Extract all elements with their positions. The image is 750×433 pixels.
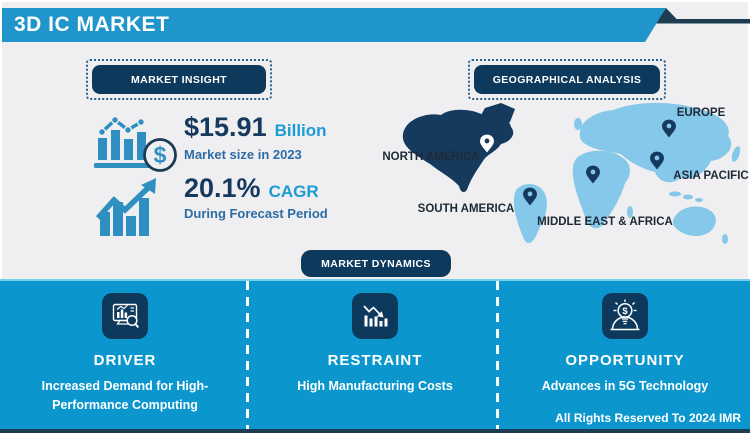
market-size-caption: Market size in 2023 xyxy=(184,147,302,162)
market-size-value: $15.91 xyxy=(184,112,267,142)
market-dynamics-button[interactable]: MARKET DYNAMICS xyxy=(301,250,451,277)
opportunity-badge: $ xyxy=(602,293,648,339)
band-divider xyxy=(246,281,249,429)
ribbon-line xyxy=(650,19,750,24)
header-banner xyxy=(2,8,750,42)
bottom-strip xyxy=(0,429,750,433)
pin-south-america-icon[interactable] xyxy=(523,187,537,206)
island-madagascar xyxy=(627,206,633,218)
continent-australia xyxy=(672,206,716,237)
growth-arrow-icon xyxy=(95,178,156,236)
monitor-analytics-icon xyxy=(112,303,140,329)
continent-eurasia xyxy=(579,102,732,183)
ribbon-banner xyxy=(2,8,666,42)
restraint-title: RESTRAINT xyxy=(327,352,423,369)
bulb-dollar-icon: $ xyxy=(610,299,640,331)
world-map xyxy=(402,102,741,244)
driver-badge xyxy=(102,293,148,339)
declining-bars-icon xyxy=(363,305,388,327)
dollar-glyph: $ xyxy=(622,306,628,317)
restraint-column: RESTRAINT High Manufacturing Costs xyxy=(250,281,500,429)
continent-south-america xyxy=(513,184,547,244)
cagr-caption: During Forecast Period xyxy=(184,206,328,221)
region-label-middle-east-africa: MIDDLE EAST & AFRICA xyxy=(537,216,673,228)
market-size-line: $15.91 Billion xyxy=(184,112,327,143)
region-label-europe: EUROPE xyxy=(676,107,726,119)
copyright-text: All Rights Reserved To 2024 IMR xyxy=(555,411,741,425)
restraint-badge xyxy=(352,293,398,339)
opportunity-column: $ OPPORTUNITY Advances in 5G Technology xyxy=(500,281,750,429)
region-label-asia-pacific: ASIA PACIFIC xyxy=(673,170,749,182)
island-indonesia-3 xyxy=(695,198,703,202)
geographical-analysis-button[interactable]: GEOGRAPHICAL ANALYSIS xyxy=(474,65,660,94)
island-uk xyxy=(574,118,582,130)
market-insight-frame: MARKET INSIGHT xyxy=(86,59,272,100)
cagr-unit: CAGR xyxy=(268,182,319,201)
island-japan xyxy=(731,146,741,162)
region-label-south-america: SOUTH AMERICA xyxy=(417,203,515,215)
island-indonesia-1 xyxy=(669,191,681,197)
opportunity-description: Advances in 5G Technology xyxy=(541,379,709,393)
continent-north-america xyxy=(402,109,514,193)
pin-europe-icon[interactable] xyxy=(662,119,676,138)
market-dynamics-band: DRIVER Increased Demand for High-Perform… xyxy=(0,279,750,429)
pin-middle-east-africa-icon[interactable] xyxy=(586,165,600,184)
opportunity-title: OPPORTUNITY xyxy=(565,352,685,369)
geographical-analysis-frame: GEOGRAPHICAL ANALYSIS xyxy=(468,59,666,100)
pin-asia-pacific-icon[interactable] xyxy=(650,151,664,170)
cagr-line: 20.1% CAGR xyxy=(184,173,319,204)
cagr-value: 20.1% xyxy=(184,173,261,203)
band-divider xyxy=(496,281,499,429)
region-label-north-america: NORTH AMERICA xyxy=(382,151,480,163)
driver-description: Increased Demand for High-Performance Co… xyxy=(41,379,209,413)
driver-column: DRIVER Increased Demand for High-Perform… xyxy=(0,281,250,429)
page-title: 3D IC MARKET xyxy=(14,13,170,36)
market-insight-button[interactable]: MARKET INSIGHT xyxy=(92,65,266,94)
island-indonesia-2 xyxy=(683,194,693,200)
island-new-zealand xyxy=(722,234,728,244)
pin-north-america-icon[interactable] xyxy=(480,134,494,153)
restraint-description: High Manufacturing Costs xyxy=(297,379,453,393)
market-size-unit: Billion xyxy=(274,121,327,140)
bar-chart-dollar-icon: $ xyxy=(94,115,177,172)
dollar-glyph: $ xyxy=(154,142,167,168)
driver-title: DRIVER xyxy=(93,352,157,369)
